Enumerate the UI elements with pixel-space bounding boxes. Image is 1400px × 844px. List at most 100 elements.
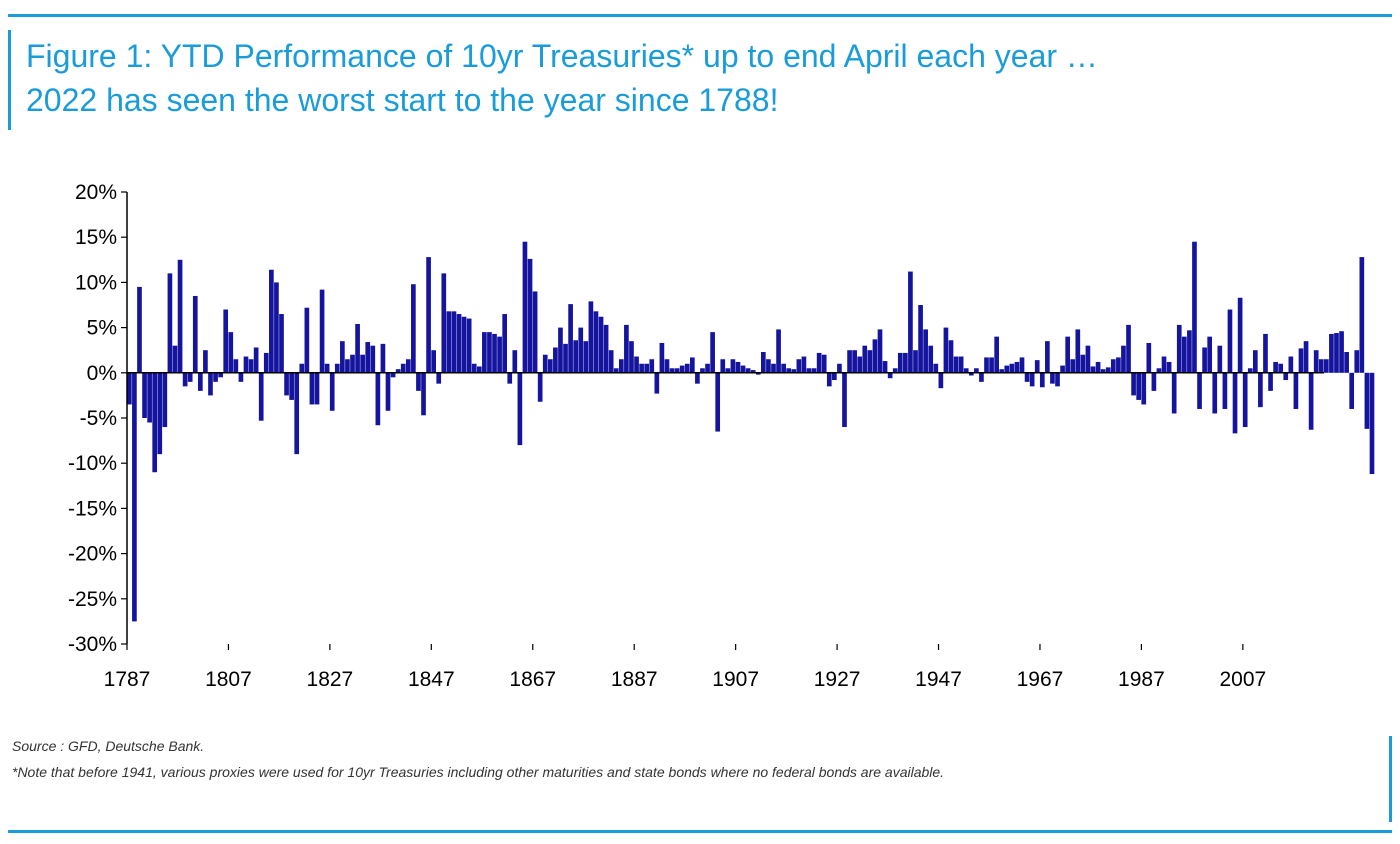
bar-1835 bbox=[370, 345, 376, 373]
bar-1892 bbox=[659, 342, 665, 373]
bar-1871 bbox=[553, 347, 558, 373]
y-tick-label: 5% bbox=[87, 317, 117, 340]
bar-1986 bbox=[1136, 372, 1141, 400]
bar-1789 bbox=[137, 286, 142, 373]
bar-1859 bbox=[492, 333, 497, 373]
bar-2004 bbox=[1227, 309, 1233, 373]
bar-1987 bbox=[1141, 372, 1147, 405]
bottom-rule bbox=[8, 830, 1392, 833]
x-tick-label: 1947 bbox=[915, 668, 962, 691]
bar-1952 bbox=[963, 368, 969, 373]
bar-1841 bbox=[400, 363, 406, 373]
y-tick-label: -30% bbox=[68, 633, 117, 656]
bar-1893 bbox=[664, 359, 670, 373]
bar-1981 bbox=[1110, 359, 1116, 373]
bar-1924 bbox=[821, 354, 827, 373]
bar-1901 bbox=[705, 363, 710, 373]
bar-1844 bbox=[416, 372, 421, 391]
x-tick-label: 1867 bbox=[509, 668, 556, 691]
bar-1800 bbox=[192, 295, 198, 373]
bar-1858 bbox=[487, 332, 492, 373]
bar-1806 bbox=[223, 309, 229, 373]
bar-1900 bbox=[700, 368, 705, 373]
y-tick-label: 0% bbox=[87, 362, 117, 385]
x-tick-label: 1967 bbox=[1017, 668, 1064, 691]
x-tick-label: 1807 bbox=[205, 668, 252, 691]
bar-1895 bbox=[674, 368, 680, 373]
bar-1969 bbox=[1050, 372, 1055, 384]
bar-1918 bbox=[791, 369, 797, 373]
bar-1995 bbox=[1181, 336, 1187, 373]
bar-1964 bbox=[1024, 372, 1030, 382]
bar-1916 bbox=[781, 363, 786, 373]
bar-1989 bbox=[1151, 372, 1157, 391]
bar-1805 bbox=[218, 372, 223, 378]
bar-1898 bbox=[690, 357, 695, 373]
bar-1824 bbox=[314, 372, 320, 405]
bar-1792 bbox=[152, 372, 158, 473]
figure-title: Figure 1: YTD Performance of 10yr Treasu… bbox=[26, 34, 1356, 122]
bar-1915 bbox=[776, 329, 781, 373]
bar-2030 bbox=[1359, 257, 1365, 373]
bar-1825 bbox=[319, 289, 325, 373]
bar-2023 bbox=[1324, 359, 1329, 373]
bar-1913 bbox=[766, 359, 771, 373]
bar-1866 bbox=[527, 258, 533, 373]
bar-1920 bbox=[801, 356, 807, 373]
bar-1882 bbox=[608, 350, 614, 373]
bar-1941 bbox=[908, 271, 913, 373]
bar-1912 bbox=[761, 352, 766, 373]
bar-2005 bbox=[1232, 372, 1238, 434]
bar-1864 bbox=[517, 372, 523, 446]
bar-2032 bbox=[1369, 372, 1375, 475]
bar-1848 bbox=[436, 372, 442, 384]
bar-1979 bbox=[1100, 369, 1106, 373]
bar-1873 bbox=[563, 343, 568, 373]
bar-1968 bbox=[1045, 341, 1050, 373]
bar-1905 bbox=[725, 368, 731, 373]
bar-1821 bbox=[299, 363, 305, 373]
bar-1965 bbox=[1029, 372, 1035, 387]
bar-1938 bbox=[892, 368, 898, 373]
bar-1922 bbox=[811, 368, 817, 373]
bar-1984 bbox=[1126, 324, 1131, 373]
bar-1911 bbox=[755, 372, 761, 375]
bar-1788 bbox=[132, 372, 137, 622]
x-tick-label: 1907 bbox=[712, 668, 759, 691]
bar-2028 bbox=[1349, 372, 1355, 409]
bar-1877 bbox=[583, 341, 589, 373]
bar-1934 bbox=[872, 339, 878, 373]
bar-1811 bbox=[248, 359, 254, 373]
bar-1791 bbox=[147, 372, 152, 423]
bar-2029 bbox=[1354, 350, 1360, 373]
bar-2020 bbox=[1308, 372, 1314, 430]
bar-1852 bbox=[456, 314, 462, 373]
bar-2016 bbox=[1288, 356, 1294, 373]
bar-1907 bbox=[735, 361, 741, 373]
bar-1917 bbox=[786, 368, 792, 373]
bar-chart: 20% 15% 10% 5% 0% -5% -10% -15% -20% -25% -30% 1787… bbox=[68, 181, 1375, 691]
bar-1799 bbox=[187, 372, 193, 382]
title-line-1: Figure 1: YTD Performance of 10yr Treasu… bbox=[26, 38, 1098, 74]
bar-1957 bbox=[989, 357, 994, 373]
bar-1904 bbox=[720, 359, 726, 373]
bar-1958 bbox=[994, 336, 999, 373]
bar-1876 bbox=[578, 327, 584, 373]
bar-1872 bbox=[558, 327, 563, 373]
bar-1828 bbox=[334, 363, 340, 373]
bar-1963 bbox=[1019, 357, 1025, 373]
bar-1897 bbox=[684, 363, 690, 373]
bar-1936 bbox=[882, 361, 888, 373]
bar-1988 bbox=[1146, 342, 1152, 373]
bar-1809 bbox=[238, 372, 244, 382]
bar-1840 bbox=[395, 369, 401, 373]
bar-2026 bbox=[1339, 331, 1344, 373]
bar-1926 bbox=[832, 372, 837, 381]
bar-1850 bbox=[446, 311, 452, 373]
bar-1820 bbox=[294, 372, 300, 455]
bar-1955 bbox=[979, 372, 984, 382]
bar-1842 bbox=[405, 359, 411, 373]
bar-1919 bbox=[796, 359, 802, 373]
bar-1935 bbox=[877, 329, 883, 373]
bar-1929 bbox=[847, 350, 852, 373]
